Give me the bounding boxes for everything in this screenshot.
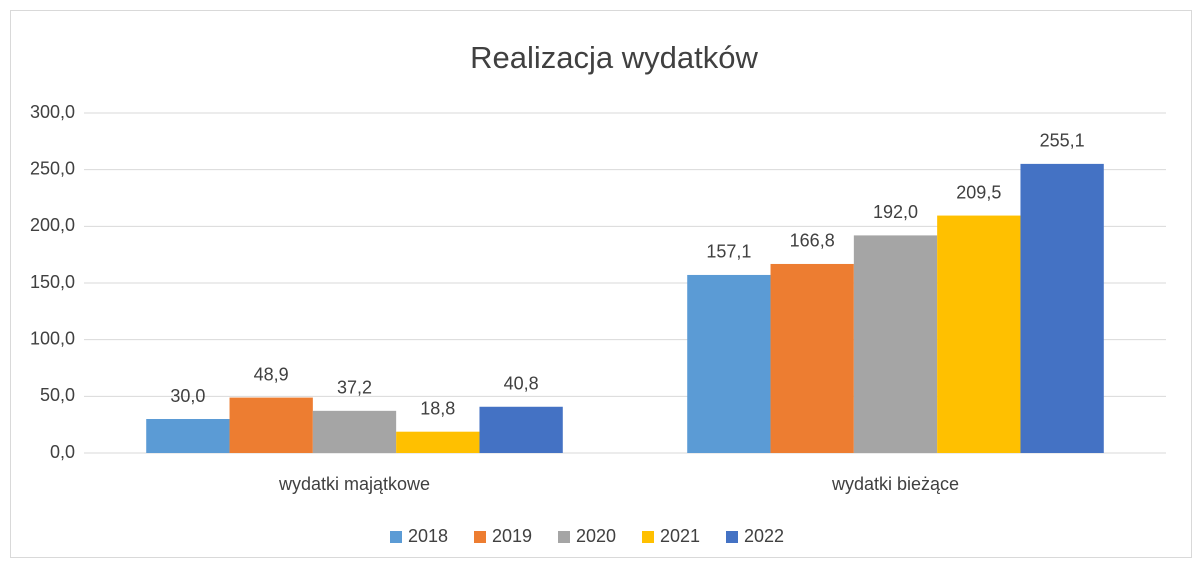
legend-label: 2022 xyxy=(744,526,784,546)
bar xyxy=(479,406,563,453)
x-tick-label: wydatki bieżące xyxy=(831,474,959,494)
chart-title: Realizacja wydatków xyxy=(470,40,758,75)
bar xyxy=(229,397,313,453)
legend-swatch xyxy=(558,531,570,543)
legend-swatch xyxy=(642,531,654,543)
bar xyxy=(770,263,854,453)
legend-label: 2020 xyxy=(576,526,616,546)
y-tick-label: 300,0 xyxy=(30,102,75,122)
legend-label: 2021 xyxy=(660,526,700,546)
value-label: 209,5 xyxy=(956,182,1001,202)
bar xyxy=(396,431,480,453)
legend-swatch xyxy=(390,531,402,543)
y-tick-label: 0,0 xyxy=(50,442,75,462)
bar xyxy=(1020,163,1104,454)
y-tick-label: 150,0 xyxy=(30,272,75,292)
y-tick-label: 100,0 xyxy=(30,328,75,348)
legend-label: 2018 xyxy=(408,526,448,546)
y-tick-label: 250,0 xyxy=(30,158,75,178)
bar xyxy=(312,410,397,453)
value-label: 157,1 xyxy=(706,242,751,262)
value-label: 166,8 xyxy=(790,231,835,251)
value-label: 192,0 xyxy=(873,202,918,222)
value-label: 48,9 xyxy=(254,364,289,384)
bar xyxy=(937,215,1021,453)
x-tick-label: wydatki majątkowe xyxy=(278,474,430,494)
y-tick-label: 50,0 xyxy=(40,385,75,405)
y-tick-label: 200,0 xyxy=(30,215,75,235)
bar xyxy=(853,235,938,453)
bar xyxy=(687,274,771,453)
bar xyxy=(146,419,230,453)
legend-swatch xyxy=(474,531,486,543)
value-label: 255,1 xyxy=(1040,131,1085,151)
legend-label: 2019 xyxy=(492,526,532,546)
legend-swatch xyxy=(726,531,738,543)
value-label: 37,2 xyxy=(337,378,372,398)
value-label: 40,8 xyxy=(504,374,539,394)
value-label: 30,0 xyxy=(170,386,205,406)
value-label: 18,8 xyxy=(420,398,455,418)
